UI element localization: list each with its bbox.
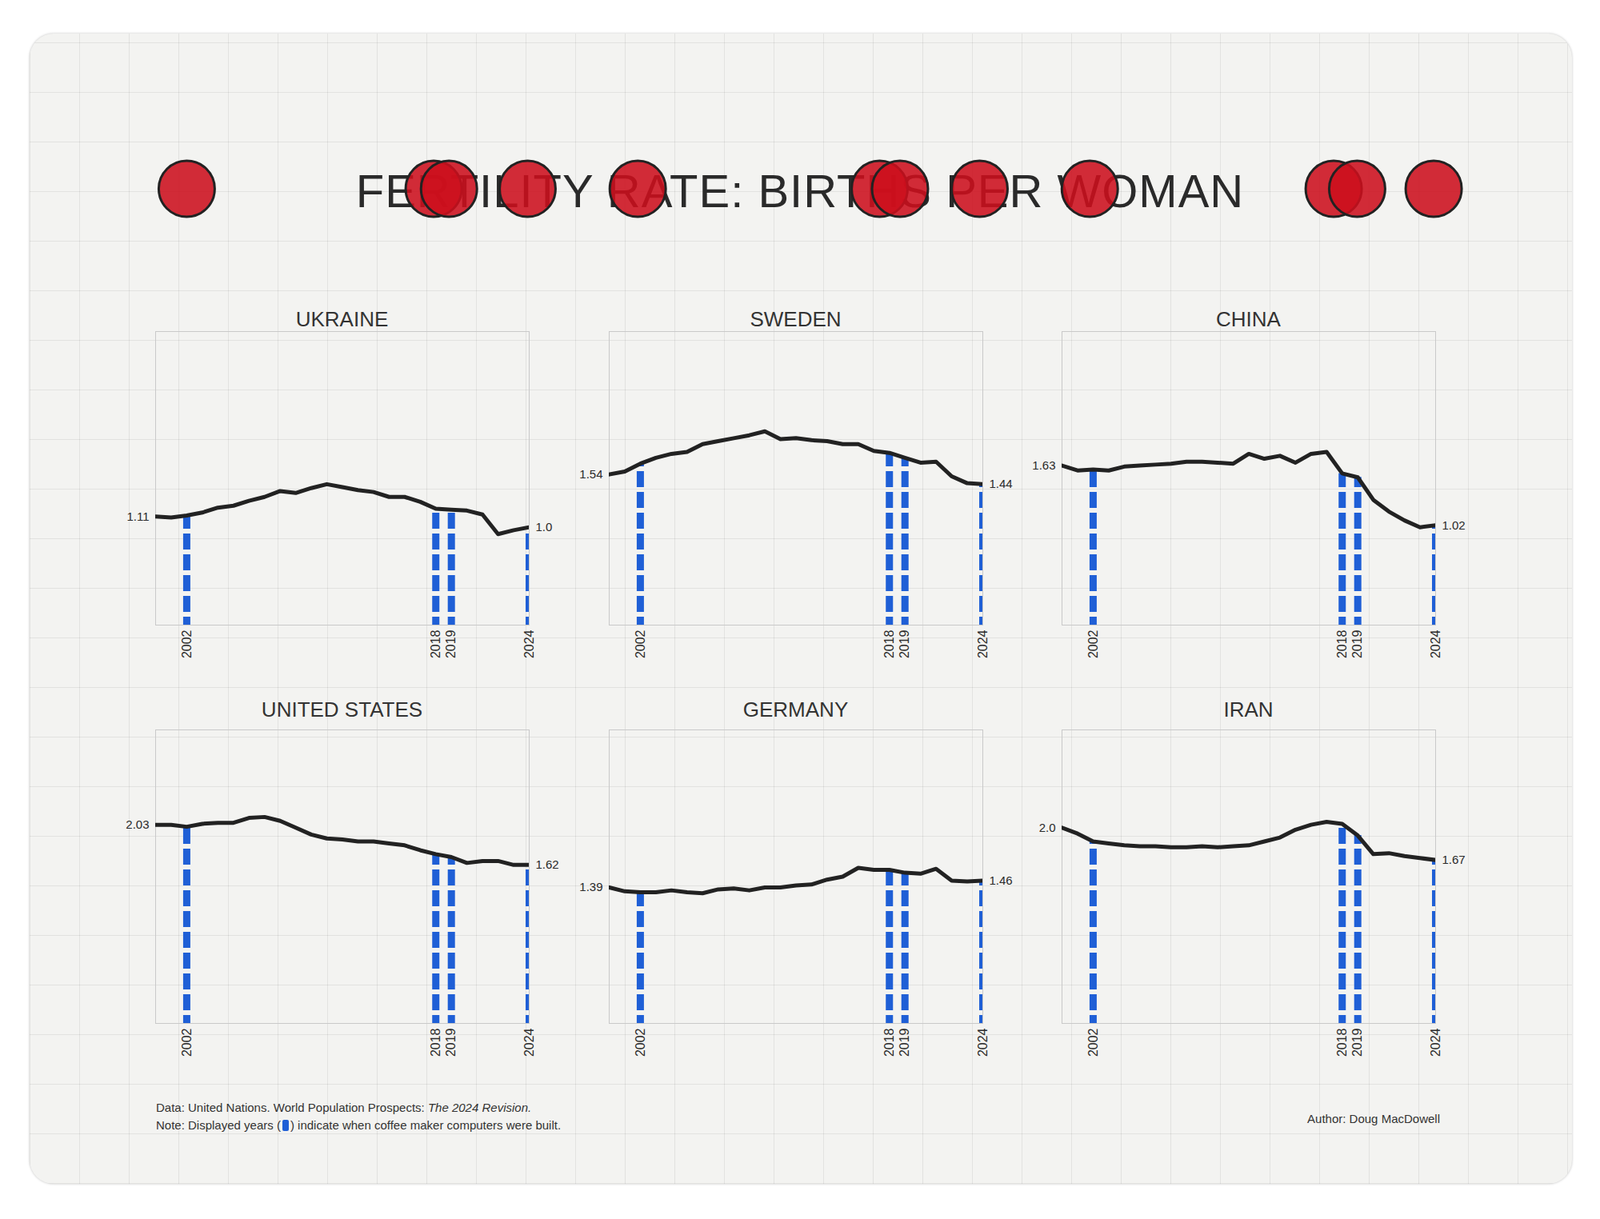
svg-text:2019: 2019 bbox=[444, 629, 458, 659]
svg-text:1.0: 1.0 bbox=[536, 520, 553, 534]
svg-text:1.54: 1.54 bbox=[579, 467, 603, 481]
svg-text:2024: 2024 bbox=[976, 1028, 990, 1057]
svg-text:1.02: 1.02 bbox=[1442, 518, 1466, 532]
html-text:Author: Doug MacDowell: Author: Doug MacDowell bbox=[1307, 1112, 1440, 1126]
html-text:FERTILITY RATE: BIRTHS PER WOM: FERTILITY RATE: BIRTHS PER WOMAN bbox=[355, 164, 1245, 217]
svg-text:2024: 2024 bbox=[1428, 629, 1443, 659]
svg-text:2019: 2019 bbox=[897, 629, 912, 659]
html-text:IRAN: IRAN bbox=[1223, 697, 1274, 722]
svg-text:2.0: 2.0 bbox=[1039, 820, 1056, 835]
html-text:CHINA: CHINA bbox=[1216, 307, 1281, 332]
svg-text:1.11: 1.11 bbox=[126, 509, 149, 524]
html-text:GERMANY: GERMANY bbox=[743, 697, 849, 722]
svg-text:2018: 2018 bbox=[882, 629, 896, 659]
svg-text:2024: 2024 bbox=[522, 629, 536, 659]
svg-text:2019: 2019 bbox=[1350, 1028, 1364, 1057]
svg-text:1.63: 1.63 bbox=[1032, 458, 1056, 472]
svg-text:2019: 2019 bbox=[897, 1028, 912, 1057]
svg-text:1.39: 1.39 bbox=[579, 880, 603, 894]
svg-text:2019: 2019 bbox=[444, 1028, 458, 1057]
svg-text:2018: 2018 bbox=[428, 1028, 443, 1057]
svg-text:2018: 2018 bbox=[882, 1028, 896, 1057]
svg-text:2002: 2002 bbox=[633, 629, 648, 659]
html-text:Data: United Nations. World Po: Data: United Nations. World Population P… bbox=[156, 1100, 532, 1115]
svg-text:2002: 2002 bbox=[1086, 1028, 1100, 1057]
svg-text:2.03: 2.03 bbox=[125, 817, 149, 832]
svg-text:1.44: 1.44 bbox=[989, 476, 1013, 491]
svg-text:1.67: 1.67 bbox=[1442, 852, 1466, 867]
svg-text:1.62: 1.62 bbox=[536, 857, 560, 872]
svg-text:2024: 2024 bbox=[976, 629, 990, 659]
svg-text:2002: 2002 bbox=[180, 1028, 194, 1057]
svg-text:2002: 2002 bbox=[1086, 629, 1100, 659]
svg-text:2018: 2018 bbox=[1335, 629, 1349, 659]
html-text:UKRAINE: UKRAINE bbox=[295, 307, 389, 332]
svg-text:2002: 2002 bbox=[633, 1028, 648, 1057]
svg-text:2024: 2024 bbox=[522, 1028, 536, 1057]
html-text:) indicate when coffee maker c: ) indicate when coffee maker computers w… bbox=[290, 1118, 561, 1132]
html-text:UNITED STATES: UNITED STATES bbox=[261, 697, 423, 722]
svg-text:1.46: 1.46 bbox=[989, 873, 1013, 888]
svg-text:2002: 2002 bbox=[180, 629, 194, 659]
html-text:SWEDEN: SWEDEN bbox=[749, 307, 842, 332]
svg-text:2019: 2019 bbox=[1350, 629, 1364, 659]
svg-text:2024: 2024 bbox=[1428, 1028, 1443, 1057]
html-text:Note: Displayed years (: Note: Displayed years ( bbox=[156, 1118, 281, 1132]
svg-text:2018: 2018 bbox=[428, 629, 443, 659]
svg-text:2018: 2018 bbox=[1335, 1028, 1349, 1057]
